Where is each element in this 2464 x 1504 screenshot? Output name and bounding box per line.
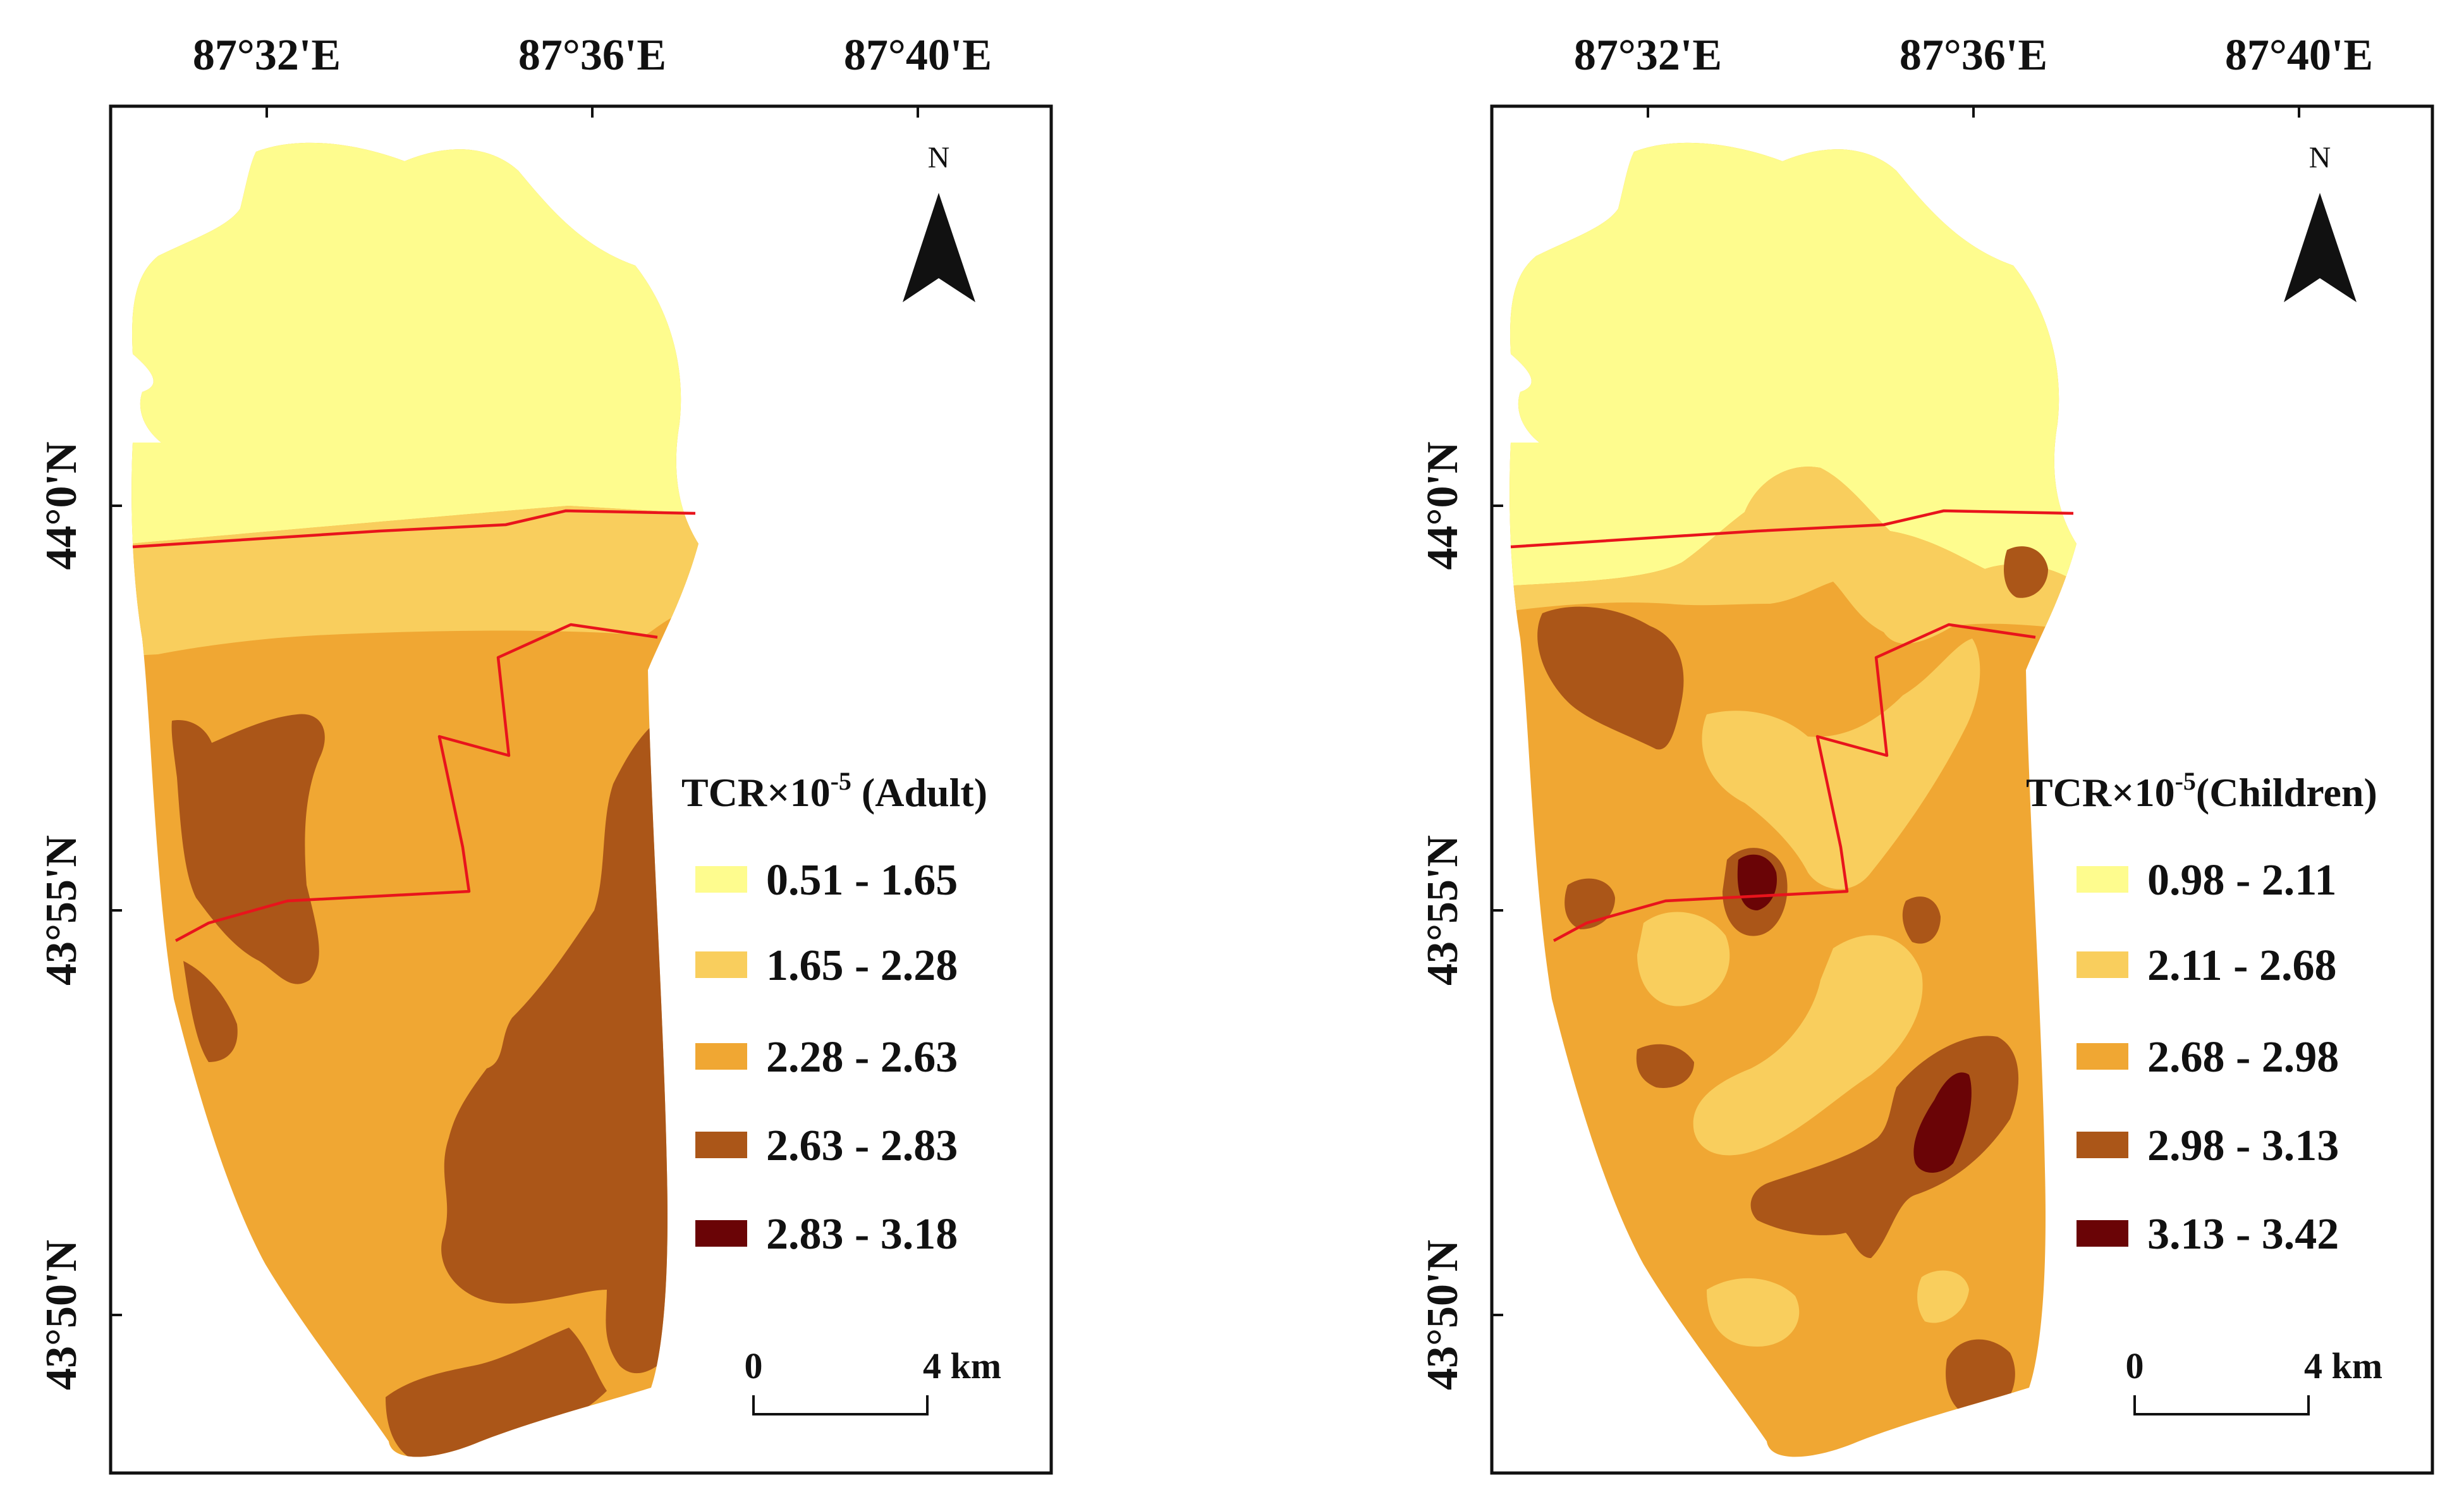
adult-legend-label-3: 2.28 - 2.63 (766, 1033, 958, 1082)
children-latitude-label: 43°55'N (1418, 835, 1467, 986)
children-legend-label-2: 2.11 - 2.68 (2147, 941, 2336, 990)
north-arrow-icon (903, 193, 975, 302)
children-legend-label-4: 2.98 - 3.13 (2147, 1122, 2339, 1170)
children-latitude-label: 44°0'N (1418, 442, 1467, 570)
adult-zone-class4-east (441, 721, 686, 1374)
children-zone-class4-west (1564, 878, 1615, 929)
adult-map-panel: 87°32'E 87°36'E 87°40'E 44°0'N 43°55'N 4… (37, 31, 1053, 1475)
adult-latitude-label: 43°50'N (37, 1240, 86, 1390)
children-north-arrow: N (2284, 141, 2357, 302)
legend-title-suffix: (Children) (2196, 770, 2377, 815)
children-legend-swatch-4 (2077, 1132, 2128, 1158)
adult-legend: TCR×10-5 (Adult) 0.51 - 1.65 1.65 - 2.28… (681, 767, 987, 1259)
adult-legend-swatch-3 (695, 1043, 747, 1070)
adult-map-frame (109, 104, 1053, 1475)
adult-longitude-label: 87°40'E (844, 31, 992, 80)
children-legend-swatch-5 (2077, 1220, 2128, 1247)
children-boundary-south (1552, 623, 2036, 942)
children-zone-class4-far-south (1946, 1339, 2015, 1417)
adult-legend-swatch-2 (695, 951, 747, 978)
scale-bar-line (2133, 1395, 2310, 1415)
adult-longitude-label: 87°32'E (193, 31, 341, 80)
children-zone-class2-west (1637, 912, 1730, 1006)
scale-end-label: 4 km (2304, 1345, 2382, 1386)
north-label: N (2309, 141, 2331, 174)
adult-zone-class2 (131, 506, 698, 657)
scale-end-label: 4 km (923, 1345, 1001, 1386)
children-legend: TCR×10-5(Children) 0.98 - 2.11 2.11 - 2.… (2026, 767, 2377, 1259)
adult-boundary-south (174, 623, 658, 942)
adult-boundary-north (132, 509, 696, 549)
children-legend-label-1: 0.98 - 2.11 (2147, 856, 2336, 905)
children-longitude-label: 87°32'E (1574, 31, 1722, 80)
children-boundary-north (1510, 509, 2074, 549)
adult-legend-swatch-5 (695, 1220, 747, 1247)
adult-legend-label-2: 1.65 - 2.28 (766, 941, 958, 990)
children-zone-class4-northeast (2004, 546, 2048, 598)
children-longitude-label: 87°40'E (2225, 31, 2373, 80)
children-zone-class2-southeast (1917, 1270, 1969, 1323)
children-scale-bar: 0 4 km (2126, 1345, 2382, 1415)
scale-start-label: 0 (2126, 1345, 2144, 1386)
adult-zone-class4-south (386, 1328, 607, 1457)
children-zone-class2-south (1693, 935, 1923, 1156)
adult-legend-label-1: 0.51 - 1.65 (766, 856, 958, 905)
north-arrow-icon (2284, 193, 2357, 302)
adult-latitude-label: 43°55'N (37, 835, 86, 986)
adult-legend-swatch-1 (695, 866, 747, 893)
adult-zone-class4-southwest (183, 961, 238, 1062)
children-zone-class4-southwest (1636, 1044, 1694, 1088)
children-legend-title: TCR×10-5(Children) (2026, 767, 2377, 815)
scale-bar-line (752, 1395, 929, 1415)
children-zone-class2-southwest (1707, 1278, 1800, 1347)
adult-north-arrow: N (903, 141, 975, 302)
adult-zone-class1 (131, 142, 698, 547)
children-legend-swatch-1 (2077, 866, 2128, 893)
north-label: N (928, 141, 950, 174)
children-legend-label-3: 2.68 - 2.98 (2147, 1033, 2339, 1082)
legend-title-base: TCR×10 (681, 770, 831, 815)
legend-title-exponent: -5 (2175, 767, 2196, 795)
children-legend-swatch-2 (2077, 951, 2128, 978)
adult-risk-surface (131, 142, 698, 1457)
children-zone-class4-east (1902, 896, 1941, 944)
adult-longitude-ticks (265, 106, 919, 118)
children-latitude-label: 43°50'N (1418, 1240, 1467, 1390)
children-latitude-ticks (1492, 504, 1503, 1316)
children-zone-class5-south (1913, 1072, 1972, 1173)
children-legend-swatch-3 (2077, 1043, 2128, 1070)
legend-title-suffix: (Adult) (851, 770, 987, 815)
legend-title-exponent: -5 (831, 767, 851, 795)
adult-legend-label-4: 2.63 - 2.83 (766, 1122, 958, 1170)
adult-latitude-ticks (111, 504, 122, 1316)
adult-latitude-label: 44°0'N (37, 442, 86, 570)
children-longitude-label: 87°36'E (1900, 31, 2047, 80)
adult-legend-label-5: 2.83 - 3.18 (766, 1210, 958, 1259)
children-risk-surface (1510, 142, 2077, 1457)
adult-legend-swatch-4 (695, 1132, 747, 1158)
children-zone-class4-northwest (1537, 606, 1684, 750)
adult-longitude-label: 87°36'E (518, 31, 666, 80)
legend-title-base: TCR×10 (2026, 770, 2175, 815)
children-map-panel: 87°32'E 87°36'E 87°40'E 44°0'N 43°55'N 4… (1418, 31, 2434, 1475)
children-zone-class2-north (1510, 467, 2077, 644)
adult-scale-bar: 0 4 km (745, 1345, 1001, 1415)
children-longitude-ticks (1647, 106, 2300, 118)
scale-start-label: 0 (745, 1345, 763, 1386)
adult-zone-class4-west (171, 714, 325, 984)
adult-legend-title: TCR×10-5 (Adult) (681, 767, 987, 815)
children-map-frame (1490, 104, 2434, 1475)
children-zone-class2-central (1702, 639, 1980, 890)
children-legend-label-5: 3.13 - 3.42 (2147, 1210, 2339, 1259)
